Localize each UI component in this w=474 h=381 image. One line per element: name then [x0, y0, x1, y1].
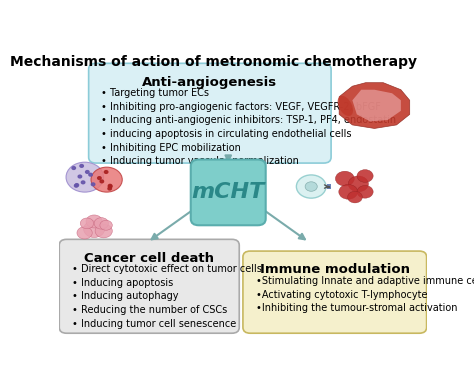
Text: mCHT: mCHT	[191, 182, 265, 202]
FancyBboxPatch shape	[89, 63, 331, 163]
Text: Anti-angiogenesis: Anti-angiogenesis	[142, 76, 277, 89]
Text: • Targeting tumor ECs
• Inhibiting pro-angiogenic factors: VEGF, VEGFR-2, bFGF
•: • Targeting tumor ECs • Inhibiting pro-a…	[101, 88, 397, 166]
Text: •Stimulating Innate and adaptive immune cells
•Activating cytotoxic T-lymphocyte: •Stimulating Innate and adaptive immune …	[256, 276, 474, 313]
Text: Mechanisms of action of metronomic chemotherapy: Mechanisms of action of metronomic chemo…	[10, 54, 417, 69]
FancyBboxPatch shape	[243, 251, 427, 333]
Text: • Direct cytotoxic effect on tumor cells
• Inducing apoptosis
• Inducing autopha: • Direct cytotoxic effect on tumor cells…	[72, 264, 262, 329]
FancyBboxPatch shape	[59, 239, 239, 333]
Text: Immune modulation: Immune modulation	[260, 263, 410, 276]
FancyBboxPatch shape	[191, 160, 266, 225]
Text: Cancer cell death: Cancer cell death	[84, 252, 214, 265]
